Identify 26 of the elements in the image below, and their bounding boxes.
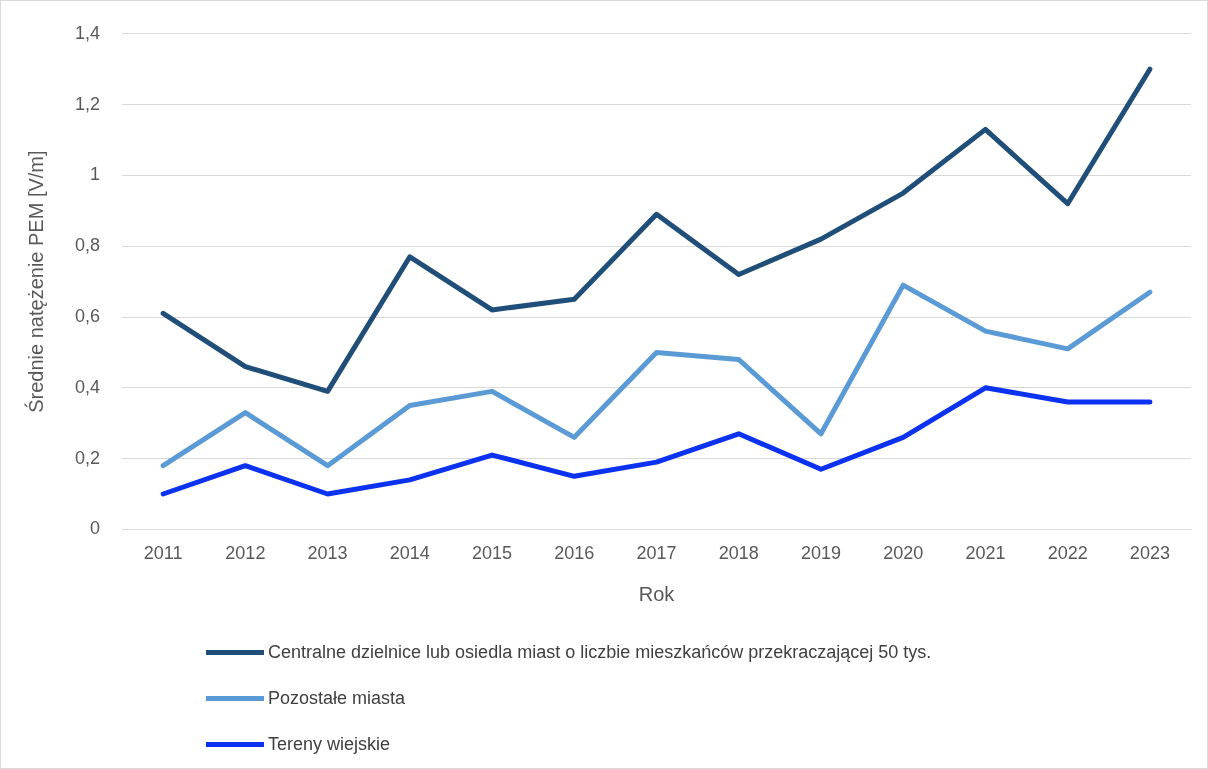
y-tick-label: 0,2	[74, 447, 101, 468]
x-tick-label: 2016	[554, 543, 595, 564]
legend-label: Centralne dzielnice lub osiedla miast o liczbie mieszkańców przekraczającej 50 tys.	[268, 641, 932, 663]
x-tick-label: 2013	[307, 543, 348, 564]
x-tick-label: 2020	[883, 543, 924, 564]
legend-label: Pozostałe miasta	[268, 687, 406, 709]
x-tick-label: 2012	[225, 543, 266, 564]
x-tick-label: 2023	[1129, 543, 1170, 564]
x-tick-label: 2018	[718, 543, 759, 564]
x-tick-label: 2014	[389, 543, 430, 564]
x-tick-label: 2021	[965, 543, 1006, 564]
y-tick-label: 1	[90, 164, 101, 185]
x-tick-label: 2019	[800, 543, 841, 564]
legend-label: Tereny wiejskie	[268, 733, 391, 755]
y-tick-label: 0,8	[74, 235, 101, 256]
x-axis-title: Rok	[638, 582, 676, 605]
y-axis-title: Średnie natężenie PEM [V/m]	[23, 150, 47, 413]
y-tick-label: 0	[90, 518, 101, 539]
y-tick-label: 0,6	[74, 305, 101, 326]
y-tick-label: 0,4	[74, 376, 101, 397]
x-tick-label: 2017	[636, 543, 677, 564]
x-tick-label: 2022	[1047, 543, 1088, 564]
x-tick-label: 2015	[472, 543, 513, 564]
x-tick-label: 2011	[143, 543, 183, 564]
y-tick-label: 1,4	[74, 22, 101, 43]
y-tick-label: 1,2	[74, 93, 101, 114]
